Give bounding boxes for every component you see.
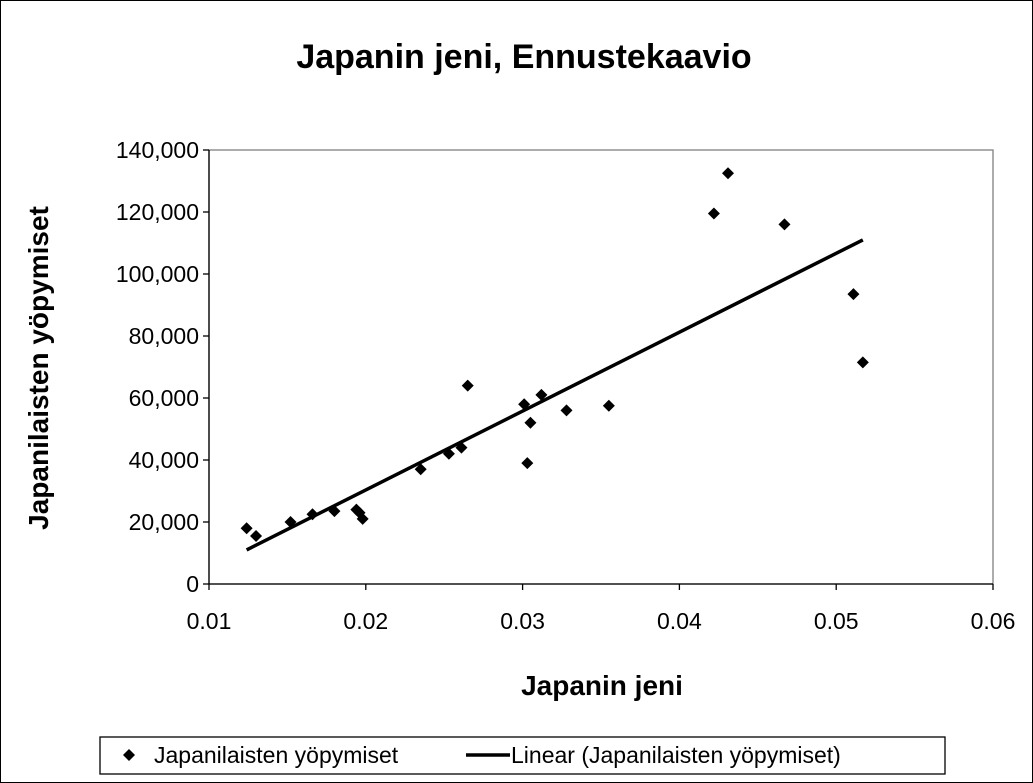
data-point: [778, 218, 791, 231]
x-tick-label: 0.02: [343, 608, 388, 634]
legend: Japanilaisten yöpymiset Linear (Japanila…: [99, 736, 946, 775]
y-tick-label: 140,000: [116, 137, 199, 163]
y-tick-label: 40,000: [129, 447, 199, 473]
data-point: [356, 512, 369, 525]
data-point: [602, 399, 615, 412]
x-axis-title: Japanin jeni: [521, 670, 683, 701]
chart-title: Japanin jeni, Ennustekaavio: [296, 38, 751, 76]
data-point: [560, 404, 573, 417]
data-point: [524, 416, 537, 429]
x-tick-label: 0.01: [187, 608, 232, 634]
data-point: [521, 457, 534, 470]
data-point: [306, 508, 319, 521]
data-point: [707, 207, 720, 220]
y-tick-label: 100,000: [116, 261, 199, 287]
legend-box: [99, 736, 946, 775]
data-point: [847, 288, 860, 301]
y-tick-label: 80,000: [129, 323, 199, 349]
legend-label-trendline: Linear (Japanilaisten yöpymiset): [511, 742, 841, 768]
plot-area: 0 20,000 40,000 60,000 80,000 100,000 120,000 1…: [116, 137, 1016, 634]
legend-marker-diamond: [123, 749, 135, 761]
data-point: [461, 379, 474, 392]
data-point: [240, 522, 253, 535]
data-point: [250, 529, 263, 542]
data-point: [518, 398, 531, 411]
legend-label-scatter: Japanilaisten yöpymiset: [154, 742, 399, 768]
data-point: [455, 441, 468, 454]
y-axis-title: Japanilaisten yöpymiset: [23, 206, 54, 530]
x-tick-label: 0.04: [657, 608, 702, 634]
y-tick-label: 60,000: [129, 385, 199, 411]
data-point: [442, 447, 455, 460]
y-tick-label: 0: [186, 571, 199, 597]
trendline: [245, 238, 864, 552]
data-point: [284, 516, 297, 528]
x-tick-label: 0.03: [500, 608, 545, 634]
x-tick-label: 0.06: [971, 608, 1016, 634]
data-point: [722, 167, 735, 180]
plot-border: [208, 149, 994, 585]
data-point: [535, 388, 548, 401]
data-point: [856, 356, 869, 369]
y-tick-label: 120,000: [116, 199, 199, 225]
data-point: [328, 505, 341, 518]
x-tick-label: 0.05: [814, 608, 859, 634]
y-tick-label: 20,000: [129, 509, 199, 535]
data-point: [414, 463, 427, 476]
